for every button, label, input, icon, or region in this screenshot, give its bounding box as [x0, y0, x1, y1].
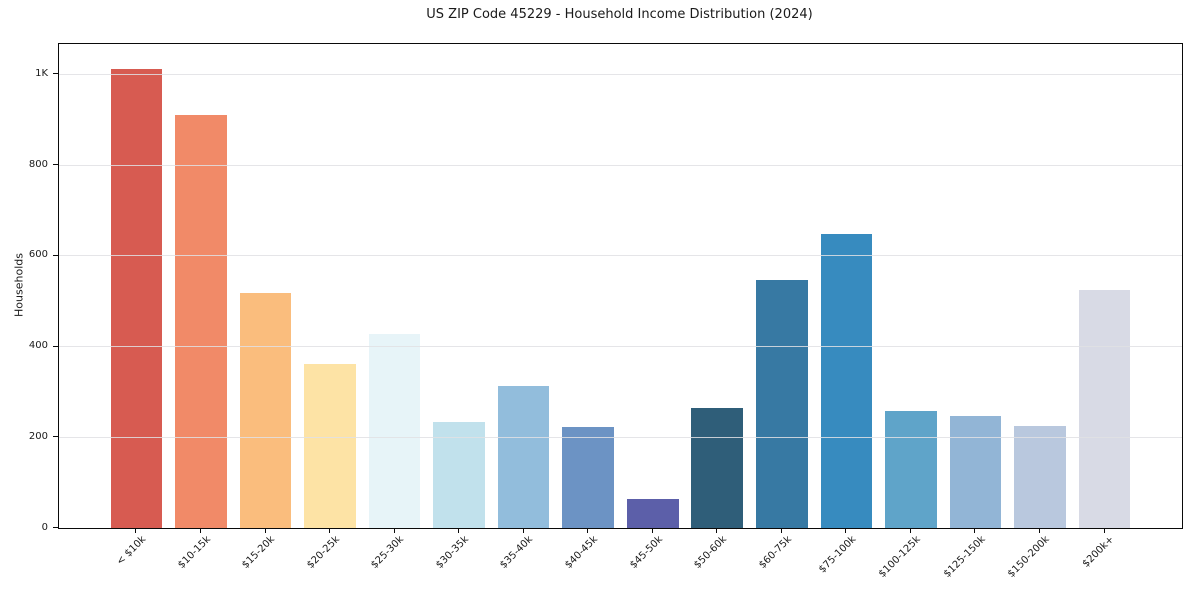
y-tick-mark [53, 164, 58, 166]
y-axis-label: Households [12, 253, 26, 317]
plot-area [58, 43, 1183, 529]
x-tick-label: $45-50k [627, 534, 665, 571]
x-tick-mark [264, 528, 266, 533]
gridline-y-800 [59, 164, 1182, 166]
bar-$10-15k [175, 115, 227, 528]
y-tick-label: 0 [41, 521, 48, 533]
bar-$100-125k [885, 411, 937, 528]
x-tick-mark [199, 528, 201, 533]
x-tick-mark [909, 528, 911, 533]
y-tick-mark [53, 345, 58, 347]
gridline-y-600 [59, 255, 1182, 257]
x-tick-mark [522, 528, 524, 533]
x-tick-mark [845, 528, 847, 533]
x-tick-label: $100-125k [876, 534, 923, 580]
x-tick-mark [1103, 528, 1105, 533]
x-tick-mark [329, 528, 331, 533]
x-tick-mark [458, 528, 460, 533]
bar-$30-35k [433, 421, 485, 528]
y-tick-label: 600 [28, 249, 48, 261]
bar-$200k+ [1078, 290, 1131, 528]
x-tick-mark [1039, 528, 1040, 533]
x-tick-label: $10-15k [175, 534, 213, 571]
bar-$125-150k [949, 415, 1002, 528]
bar-$40-45k [562, 426, 615, 528]
x-tick-label: $30-35k [434, 534, 471, 571]
bar-$20-25k [304, 364, 356, 528]
x-tick-label: $50-60k [692, 534, 730, 571]
y-tick-mark [53, 527, 58, 528]
x-tick-mark [587, 528, 589, 533]
y-tick-mark [53, 254, 58, 256]
bar-$150-200k [1014, 425, 1066, 528]
x-tick-mark [135, 528, 137, 533]
x-tick-label: $150-200k [1005, 534, 1052, 580]
y-tick-mark [53, 73, 58, 75]
bar-$60-75k [756, 280, 808, 528]
bar-$15-20k [239, 292, 292, 528]
x-tick-mark [780, 528, 782, 533]
x-tick-mark [393, 528, 395, 533]
y-tick-label: 200 [28, 430, 48, 442]
gridline-y-200 [59, 436, 1182, 438]
y-tick-label: 1K [35, 67, 48, 79]
bar-$45-50k [626, 498, 679, 528]
x-tick-label: $25-30k [369, 534, 407, 571]
x-tick-label: $35-40k [498, 534, 536, 571]
gridline-y-1K [59, 73, 1182, 75]
x-tick-label: $200k+ [1080, 534, 1117, 570]
x-tick-label: $75-100k [816, 534, 859, 576]
x-tick-label: < $10k [114, 534, 149, 568]
x-tick-label: $40-45k [563, 534, 601, 571]
bar-$25-30k [368, 333, 421, 528]
x-tick-label: $20-25k [304, 534, 342, 571]
x-tick-label: $60-75k [756, 534, 794, 571]
y-tick-label: 800 [28, 158, 48, 170]
bar-$50-60k [691, 408, 744, 528]
bar-$35-40k [497, 386, 550, 528]
x-tick-mark [651, 528, 653, 533]
y-tick-mark [53, 436, 58, 438]
chart-title: US ZIP Code 45229 - Household Income Dis… [426, 7, 813, 22]
x-tick-label: $125-150k [941, 534, 988, 580]
x-tick-mark [974, 528, 976, 533]
bar-$75-100k [820, 234, 873, 528]
bar-< $10k [110, 68, 163, 528]
x-tick-label: $15-20k [240, 534, 278, 571]
gridline-y-400 [59, 346, 1182, 348]
y-tick-label: 400 [28, 340, 48, 352]
x-tick-mark [716, 528, 718, 533]
